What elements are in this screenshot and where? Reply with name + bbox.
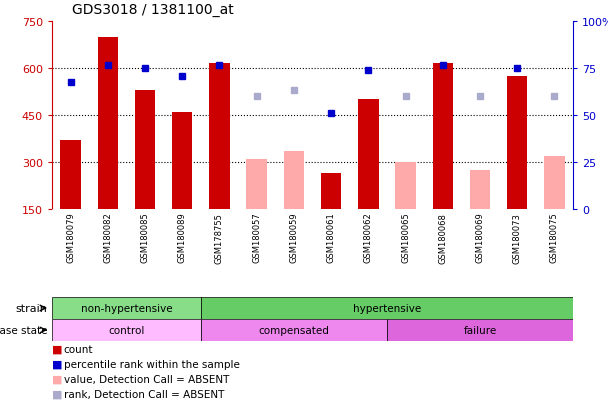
Text: ■: ■ (52, 389, 62, 399)
Bar (432, 64, 453, 209)
Text: GSM180085: GSM180085 (140, 212, 150, 263)
Text: count: count (64, 344, 94, 354)
Text: GSM180068: GSM180068 (438, 212, 447, 263)
Text: failure: failure (463, 325, 497, 335)
Bar (470, 171, 490, 209)
Text: GSM178755: GSM178755 (215, 212, 224, 263)
Text: GSM180062: GSM180062 (364, 212, 373, 263)
Text: GSM180065: GSM180065 (401, 212, 410, 263)
Bar (358, 100, 379, 209)
Bar (201, 297, 573, 319)
Text: GSM180061: GSM180061 (326, 212, 336, 263)
Text: ■: ■ (52, 344, 62, 354)
Bar (507, 77, 527, 209)
Bar (60, 141, 81, 209)
Bar (52, 319, 201, 341)
Text: GSM180079: GSM180079 (66, 212, 75, 263)
Text: rank, Detection Call = ABSENT: rank, Detection Call = ABSENT (64, 389, 224, 399)
Text: GSM180073: GSM180073 (513, 212, 522, 263)
Text: disease state: disease state (0, 325, 47, 335)
Text: non-hypertensive: non-hypertensive (81, 303, 172, 313)
Bar (201, 319, 387, 341)
Text: GSM180082: GSM180082 (103, 212, 112, 263)
Bar (209, 64, 230, 209)
Bar (52, 297, 201, 319)
Bar (284, 152, 304, 209)
Bar (246, 159, 267, 209)
Text: value, Detection Call = ABSENT: value, Detection Call = ABSENT (64, 374, 229, 384)
Text: ■: ■ (52, 359, 62, 369)
Text: percentile rank within the sample: percentile rank within the sample (64, 359, 240, 369)
Bar (98, 38, 118, 209)
Bar (135, 91, 155, 209)
Text: hypertensive: hypertensive (353, 303, 421, 313)
Text: ■: ■ (52, 374, 62, 384)
Text: control: control (108, 325, 145, 335)
Bar (387, 319, 573, 341)
Text: compensated: compensated (258, 325, 330, 335)
Text: strain: strain (15, 303, 47, 313)
Bar (395, 163, 416, 209)
Text: GDS3018 / 1381100_at: GDS3018 / 1381100_at (72, 3, 233, 17)
Text: GSM180059: GSM180059 (289, 212, 299, 263)
Bar (544, 157, 565, 209)
Bar (321, 173, 341, 209)
Bar (172, 113, 193, 209)
Text: GSM180089: GSM180089 (178, 212, 187, 263)
Text: GSM180069: GSM180069 (475, 212, 485, 263)
Text: GSM180057: GSM180057 (252, 212, 261, 263)
Text: GSM180075: GSM180075 (550, 212, 559, 263)
